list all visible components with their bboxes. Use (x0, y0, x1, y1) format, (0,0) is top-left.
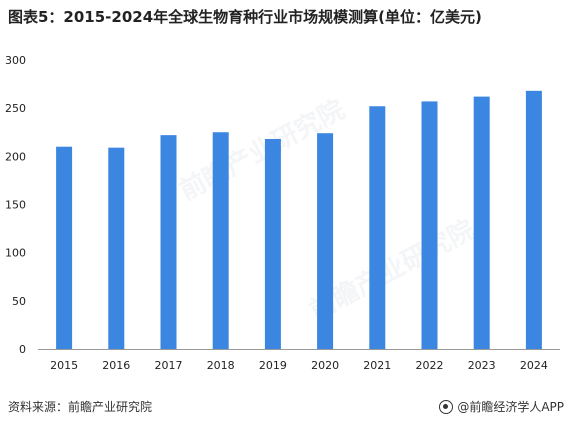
chart-title: 图表5：2015-2024年全球生物育种行业市场规模测算(单位：亿美元) (8, 8, 482, 26)
y-tick-label: 200 (5, 150, 26, 163)
y-tick-label: 300 (5, 54, 26, 67)
x-tick-label: 2020 (311, 359, 339, 372)
x-tick-label: 2023 (468, 359, 496, 372)
y-tick-label: 0 (19, 343, 26, 356)
y-tick-label: 100 (5, 247, 26, 260)
brand-text: @前瞻经济学人APP (457, 400, 564, 414)
x-tick-label: 2019 (259, 359, 287, 372)
brand: @前瞻经济学人APP (439, 398, 564, 415)
bar (473, 96, 490, 350)
bar (369, 106, 386, 350)
bar (421, 101, 438, 349)
x-tick-label: 2018 (207, 359, 235, 372)
x-tick-label: 2021 (363, 359, 391, 372)
x-axis: 2015 2016 2017 2018 2019 2020 2021 2022 2023 2024 (50, 359, 548, 372)
y-tick-label: 50 (12, 295, 26, 308)
y-tick-label: 250 (5, 102, 26, 115)
bar (525, 90, 542, 350)
x-tick-label: 2015 (50, 359, 78, 372)
bar (317, 133, 334, 349)
bar (56, 146, 73, 349)
bar-series (56, 90, 542, 350)
bar (160, 135, 177, 349)
bar (212, 132, 229, 349)
brand-logo-icon (439, 399, 454, 414)
x-tick-label: 2024 (520, 359, 548, 372)
source-text: 资料来源：前瞻产业研究院 (8, 400, 153, 414)
x-tick-label: 2022 (416, 359, 444, 372)
bar (264, 138, 281, 349)
y-axis: 0 50 100 150 200 250 300 (5, 54, 26, 356)
bar (108, 147, 125, 349)
x-tick-label: 2017 (155, 359, 183, 372)
x-tick-label: 2016 (102, 359, 130, 372)
footer: 资料来源：前瞻产业研究院 @前瞻经济学人APP (0, 392, 572, 424)
y-tick-label: 150 (5, 199, 26, 212)
